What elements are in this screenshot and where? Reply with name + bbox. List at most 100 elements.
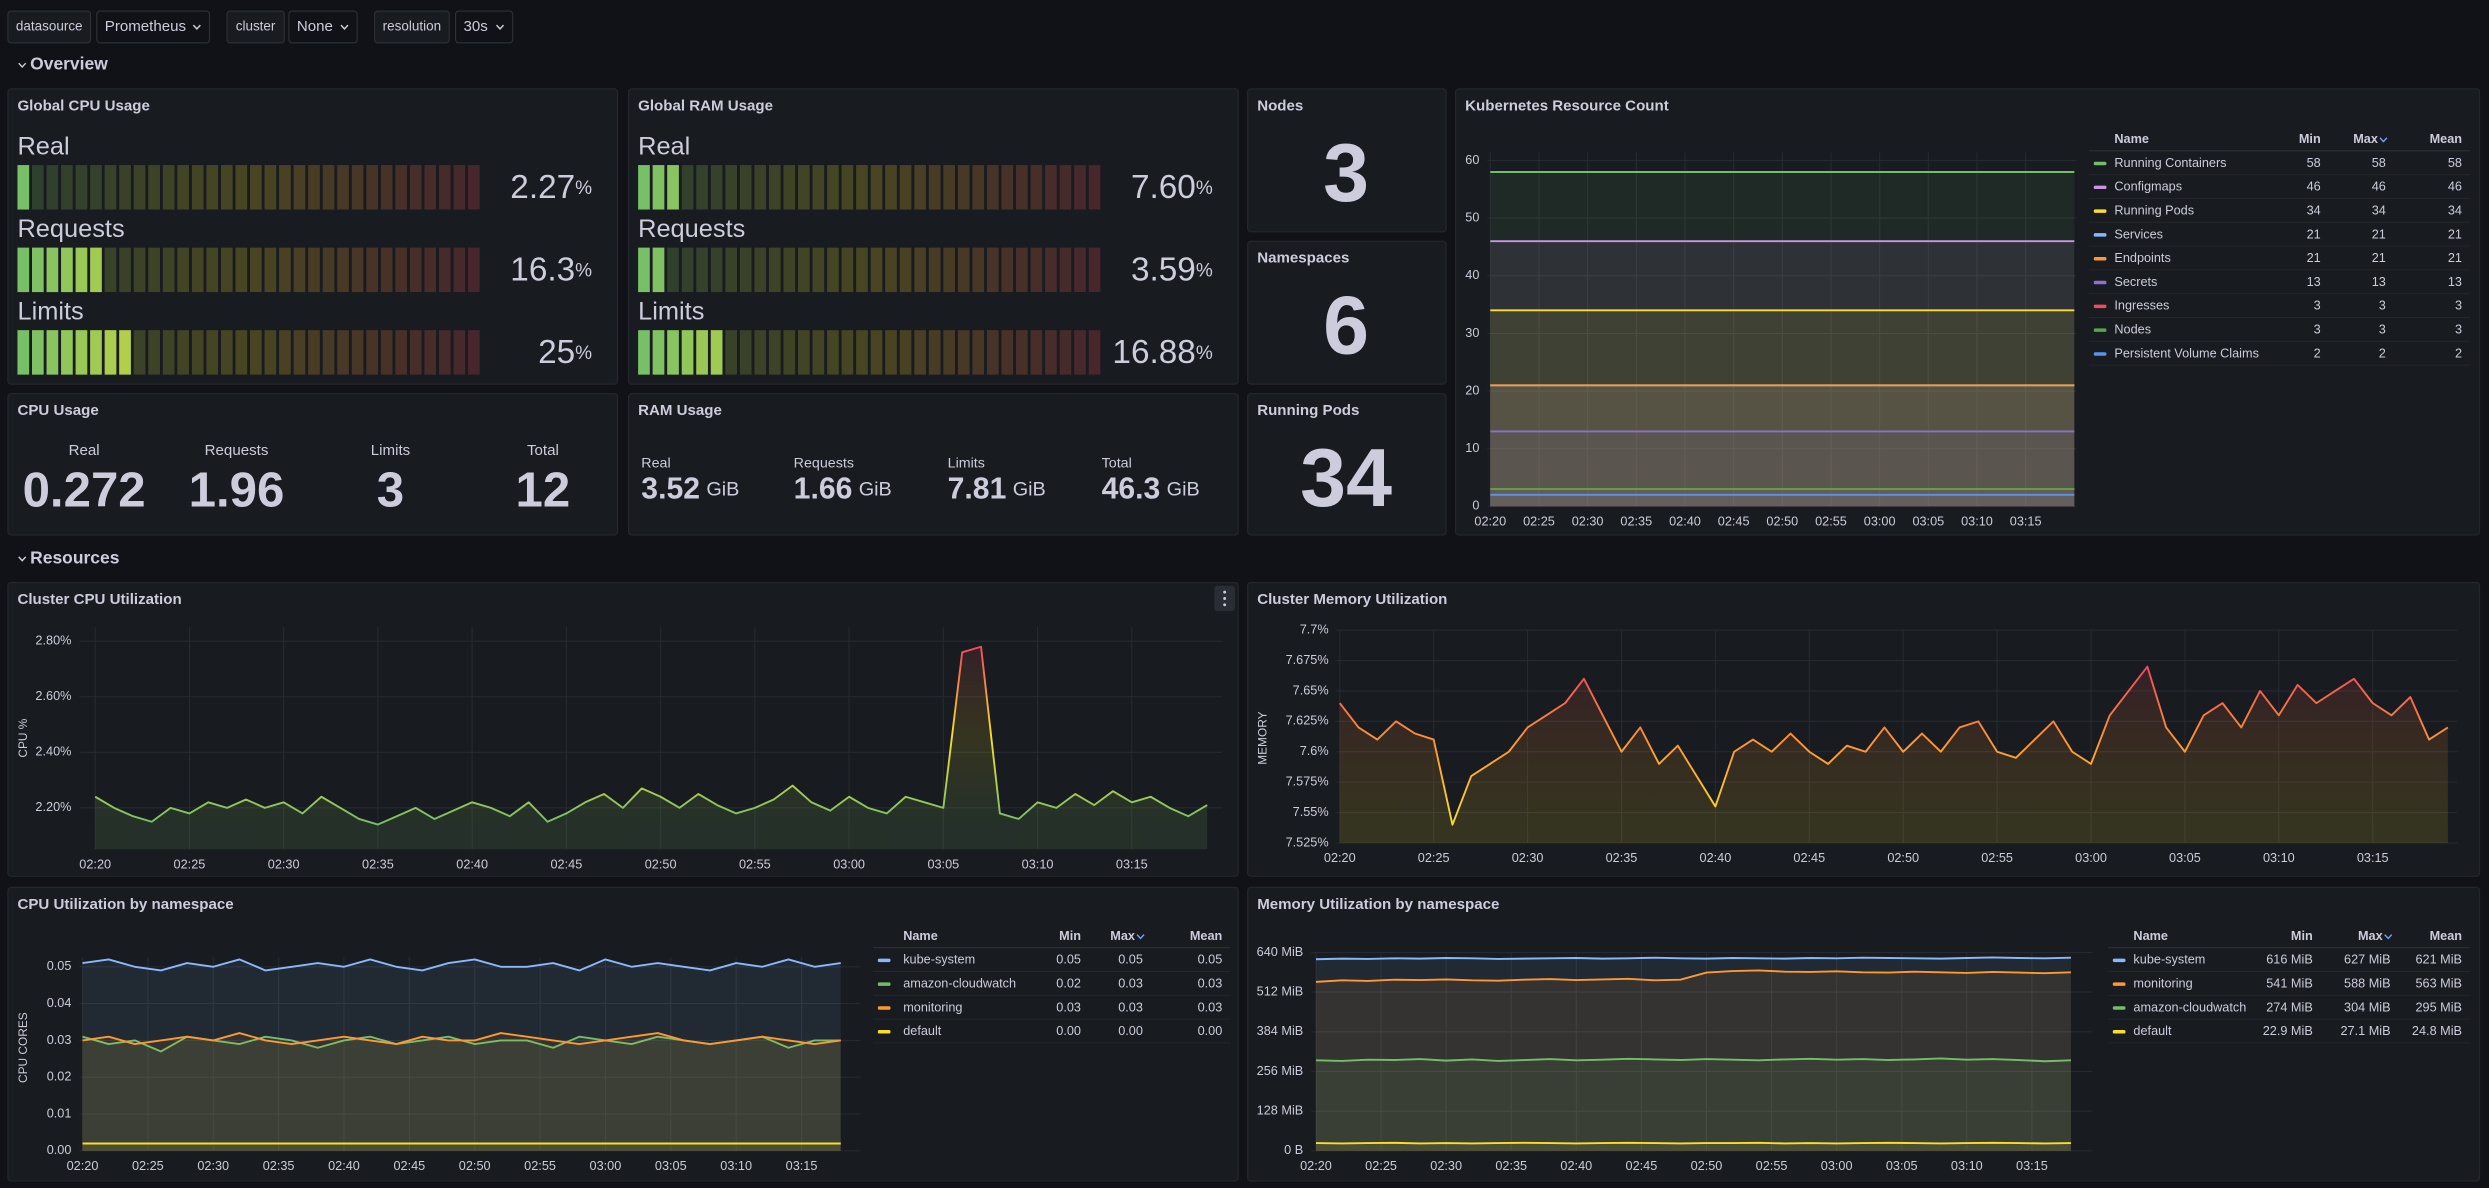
legend-max: 2 <box>2379 346 2386 360</box>
legend-swatch <box>2093 328 2107 332</box>
sort-icon <box>1136 934 1145 940</box>
gauge-cell-lit <box>75 330 88 375</box>
legend-mean: 0.03 <box>1198 977 1223 991</box>
stat-value: 0.272 <box>23 463 146 518</box>
gauge-cell <box>885 247 897 293</box>
gauge-cell <box>308 247 320 293</box>
gauge-cell-lit <box>667 165 679 210</box>
stat-value: 1.96 <box>189 463 285 518</box>
gauge-cell-lit <box>638 247 650 293</box>
stat-value: 3 <box>1323 127 1369 219</box>
dropdown-box[interactable] <box>288 10 358 44</box>
gauge-cell <box>191 330 204 375</box>
stat-value-number: 3.52 <box>641 472 700 505</box>
variable-dropdown[interactable]: 30s <box>455 10 514 44</box>
series-area <box>1339 666 2448 843</box>
dropdown-value[interactable]: 30s <box>464 18 488 35</box>
variable-dropdown[interactable]: None <box>288 10 358 44</box>
gauge-cell <box>798 165 810 210</box>
gauge-cell-lit <box>696 330 708 375</box>
y-tick-label: 10 <box>1465 441 1479 455</box>
y-tick-label: 7.65% <box>1293 683 1329 697</box>
gauge-cell <box>1001 247 1014 293</box>
row-chevron <box>18 62 27 69</box>
gauge-cell <box>1074 330 1086 375</box>
stat-label: Requests <box>794 455 854 471</box>
series-line <box>82 958 841 972</box>
gauge-bar <box>17 247 102 293</box>
legend-mean: 0.05 <box>1198 953 1223 967</box>
gauge-cell <box>710 165 723 210</box>
legend-min: 21 <box>2307 251 2321 265</box>
gauge-cell <box>768 330 781 375</box>
gauge-cell-lit <box>681 330 694 375</box>
panel-title: Global CPU Usage <box>17 97 149 114</box>
gauge-bar <box>638 165 679 210</box>
gauge-cell <box>424 165 437 210</box>
gauge-cell-lit <box>119 330 131 375</box>
gauge-cell <box>409 330 422 375</box>
gauge-cell <box>827 165 839 210</box>
x-tick-label: 02:40 <box>456 857 488 871</box>
stat-value: 34 <box>1300 432 1392 524</box>
x-tick-label: 03:05 <box>927 857 959 871</box>
gauge-cell <box>351 165 364 210</box>
stat-value: 3.52 GiB <box>641 472 739 505</box>
gauge-cell <box>206 247 219 293</box>
dropdown-value[interactable]: Prometheus <box>105 18 186 35</box>
legend-swatch <box>2093 233 2107 237</box>
gauge-cell <box>696 247 708 293</box>
legend-min: 0.02 <box>1056 977 1081 991</box>
gauge-cell <box>972 247 985 293</box>
variable-dropdown[interactable]: Prometheus <box>96 10 211 44</box>
legend-swatch <box>2112 958 2126 963</box>
gauge-cell <box>293 247 306 293</box>
x-tick-label: 02:50 <box>1691 1159 1723 1173</box>
x-tick-label: 02:55 <box>1981 851 2013 865</box>
gauge-cell <box>768 165 781 210</box>
x-tick-label: 03:10 <box>2263 851 2295 865</box>
legend-mean: 3 <box>2455 299 2462 313</box>
gauge-cell-lit <box>17 330 30 375</box>
gauge-cell <box>366 165 378 210</box>
gauge-cell <box>754 330 767 375</box>
gauge-cell <box>681 247 694 293</box>
x-tick-label: 02:25 <box>1523 515 1555 529</box>
legend-max: 0.00 <box>1118 1024 1143 1038</box>
legend-min: 13 <box>2307 275 2321 289</box>
legend-min: 0.03 <box>1056 1000 1081 1014</box>
legend-swatch <box>877 982 891 986</box>
legend-min: 58 <box>2307 156 2321 170</box>
x-tick-label: 03:10 <box>1022 857 1054 871</box>
gauge-cell <box>1016 330 1028 375</box>
x-tick-label: 02:40 <box>1560 1159 1592 1173</box>
panel-menu[interactable] <box>1214 585 1235 612</box>
stat-value: 3 <box>377 463 404 518</box>
legend-swatch <box>2112 1006 2126 1010</box>
x-tick-label: 02:40 <box>1669 515 1701 529</box>
gauge-cell <box>1030 165 1043 210</box>
dropdown-box[interactable] <box>455 10 514 44</box>
panel-title: Memory Utilization by namespace <box>1257 896 1499 913</box>
y-tick-label: 0.02 <box>47 1070 72 1084</box>
x-tick-label: 02:50 <box>1887 851 1919 865</box>
gauge-cell <box>337 165 349 210</box>
gauge-cell <box>220 165 233 210</box>
gauge-cell-lit <box>61 247 73 293</box>
y-tick-label: 20 <box>1465 383 1479 397</box>
gauge-value-number: 16.88 <box>1112 334 1195 371</box>
gauge-value: 3.59% <box>1131 251 1213 288</box>
dropdown-box[interactable] <box>96 10 211 44</box>
dropdown-chevron <box>340 24 349 30</box>
gauge-cell <box>856 247 868 293</box>
legend-mean: 46 <box>2448 180 2462 194</box>
dropdown-value[interactable]: None <box>297 18 333 35</box>
x-tick-label: 02:55 <box>1756 1159 1788 1173</box>
gauge-cell <box>438 165 451 210</box>
variable-label: cluster <box>236 19 276 34</box>
gauge-cell <box>206 330 219 375</box>
x-tick-label: 02:40 <box>328 1159 360 1173</box>
panel <box>1247 88 1447 233</box>
x-tick-label: 02:45 <box>1793 851 1825 865</box>
gauge-cell <box>986 330 999 375</box>
